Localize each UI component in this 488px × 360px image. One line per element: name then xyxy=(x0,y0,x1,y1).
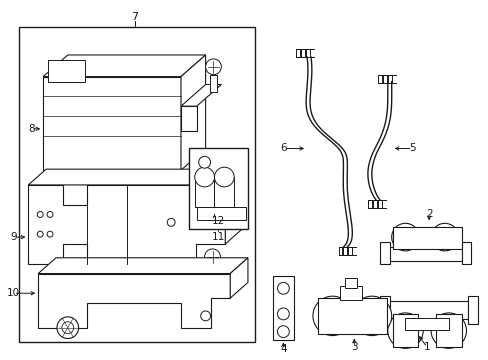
Circle shape xyxy=(351,296,391,336)
Circle shape xyxy=(204,249,220,265)
Text: 11: 11 xyxy=(211,232,224,242)
Bar xyxy=(194,177,214,207)
Bar xyxy=(461,242,470,264)
Bar xyxy=(209,75,217,93)
Bar xyxy=(296,49,300,57)
Polygon shape xyxy=(38,258,247,274)
Bar xyxy=(392,227,461,249)
Circle shape xyxy=(57,317,79,338)
Circle shape xyxy=(37,212,43,217)
Text: 6: 6 xyxy=(280,144,286,153)
Polygon shape xyxy=(230,258,247,298)
Bar xyxy=(196,207,245,220)
Circle shape xyxy=(312,296,351,336)
Bar xyxy=(435,314,461,347)
Bar xyxy=(379,296,389,324)
Bar xyxy=(48,60,85,82)
Bar xyxy=(468,296,477,324)
Bar xyxy=(387,75,391,82)
Polygon shape xyxy=(28,169,243,185)
Text: 9: 9 xyxy=(10,232,17,242)
Bar xyxy=(347,247,351,255)
Circle shape xyxy=(194,167,214,187)
Circle shape xyxy=(62,322,74,334)
Circle shape xyxy=(277,326,289,338)
Polygon shape xyxy=(38,274,230,328)
Bar xyxy=(188,148,247,229)
Bar xyxy=(317,298,386,334)
Text: 3: 3 xyxy=(350,342,357,352)
Circle shape xyxy=(391,223,418,251)
Bar xyxy=(387,247,461,261)
Bar xyxy=(367,200,371,208)
Bar xyxy=(272,276,294,341)
Bar xyxy=(208,265,216,278)
Bar xyxy=(405,318,448,330)
Bar xyxy=(345,278,357,288)
Text: 1: 1 xyxy=(423,342,429,352)
Text: 7: 7 xyxy=(131,12,138,22)
Polygon shape xyxy=(225,169,243,244)
Bar xyxy=(338,247,342,255)
Text: 8: 8 xyxy=(28,124,35,134)
Circle shape xyxy=(430,223,458,251)
Bar xyxy=(379,242,389,264)
Circle shape xyxy=(430,313,466,348)
Bar xyxy=(214,177,234,207)
Bar xyxy=(19,27,254,342)
Bar xyxy=(343,247,346,255)
Circle shape xyxy=(277,282,289,294)
Text: 12: 12 xyxy=(211,216,224,226)
Circle shape xyxy=(167,219,175,226)
Circle shape xyxy=(198,156,210,168)
Bar xyxy=(340,286,362,300)
Circle shape xyxy=(37,231,43,237)
Circle shape xyxy=(47,212,53,217)
Bar xyxy=(372,200,376,208)
Text: 4: 4 xyxy=(280,345,286,354)
Bar xyxy=(305,49,309,57)
Circle shape xyxy=(214,167,234,187)
Polygon shape xyxy=(28,185,225,264)
Text: 5: 5 xyxy=(408,144,415,153)
Polygon shape xyxy=(181,106,196,131)
Polygon shape xyxy=(181,55,205,170)
Text: 10: 10 xyxy=(7,288,20,298)
Bar xyxy=(392,314,417,347)
Polygon shape xyxy=(181,85,221,106)
Bar xyxy=(377,75,381,82)
Circle shape xyxy=(277,308,289,320)
Polygon shape xyxy=(43,55,205,77)
Bar xyxy=(382,75,386,82)
Bar xyxy=(387,301,468,319)
Bar xyxy=(301,49,305,57)
Circle shape xyxy=(200,311,210,321)
Circle shape xyxy=(205,59,221,75)
Circle shape xyxy=(387,313,422,348)
Circle shape xyxy=(47,231,53,237)
Bar xyxy=(43,77,181,170)
Text: 2: 2 xyxy=(425,210,431,220)
Bar xyxy=(377,200,381,208)
